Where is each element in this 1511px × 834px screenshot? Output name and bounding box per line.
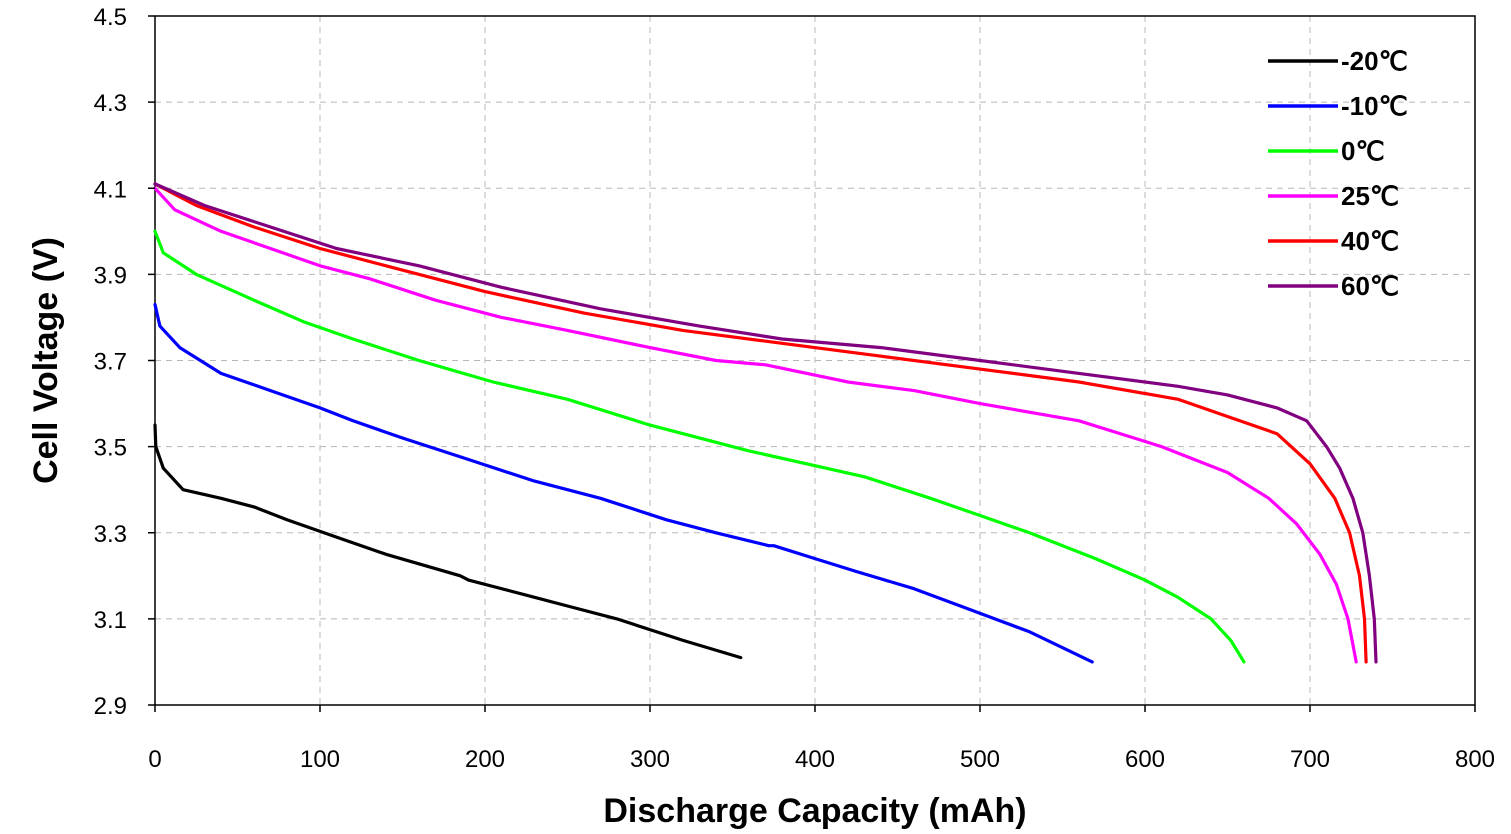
legend: -20℃ -10℃ 0℃ 25℃ 40℃ 60℃ xyxy=(1268,46,1408,301)
legend-label: 0℃ xyxy=(1341,136,1385,166)
y-tick-label: 4.5 xyxy=(94,4,127,31)
x-tick-label: 700 xyxy=(1290,746,1330,773)
y-tick-label: 3.3 xyxy=(94,521,127,548)
series-layer xyxy=(153,182,1378,664)
legend-label: 60℃ xyxy=(1341,271,1399,301)
x-tick-label: 500 xyxy=(960,746,1000,773)
y-tick-label: 4.3 xyxy=(94,90,127,117)
y-tick-label: 3.1 xyxy=(94,607,127,634)
y-tick-label: 3.7 xyxy=(94,349,127,376)
series-line-0 xyxy=(153,423,743,660)
x-tick-label: 0 xyxy=(148,746,161,773)
series-line-2 xyxy=(153,229,1246,664)
series-line-4 xyxy=(153,182,1368,664)
legend-label: -10℃ xyxy=(1341,91,1408,121)
grid-layer xyxy=(155,16,1475,705)
x-axis-title: Discharge Capacity (mAh) xyxy=(603,792,1026,830)
legend-label: -20℃ xyxy=(1341,46,1408,76)
series-line-5 xyxy=(153,182,1378,664)
legend-label: 40℃ xyxy=(1341,226,1399,256)
y-tick-label: 3.9 xyxy=(94,262,127,289)
x-tick-label: 300 xyxy=(630,746,670,773)
y-axis-title: Cell Voltage (V) xyxy=(27,237,65,484)
y-tick-label: 2.9 xyxy=(94,693,127,720)
y-tick-label: 3.5 xyxy=(94,435,127,462)
x-tick-label: 100 xyxy=(300,746,340,773)
y-axis-ticks: 2.9 3.1 3.3 3.5 3.7 3.9 4.1 4.3 4.5 xyxy=(94,4,155,720)
x-tick-label: 600 xyxy=(1125,746,1165,773)
legend-label: 25℃ xyxy=(1341,181,1399,211)
series-line-1 xyxy=(153,302,1094,664)
series-line-3 xyxy=(153,186,1358,664)
x-axis-ticks: 0 100 200 300 400 500 600 700 800 xyxy=(148,705,1495,773)
x-tick-label: 800 xyxy=(1455,746,1495,773)
y-tick-label: 4.1 xyxy=(94,176,127,203)
x-tick-label: 400 xyxy=(795,746,835,773)
x-tick-label: 200 xyxy=(465,746,505,773)
